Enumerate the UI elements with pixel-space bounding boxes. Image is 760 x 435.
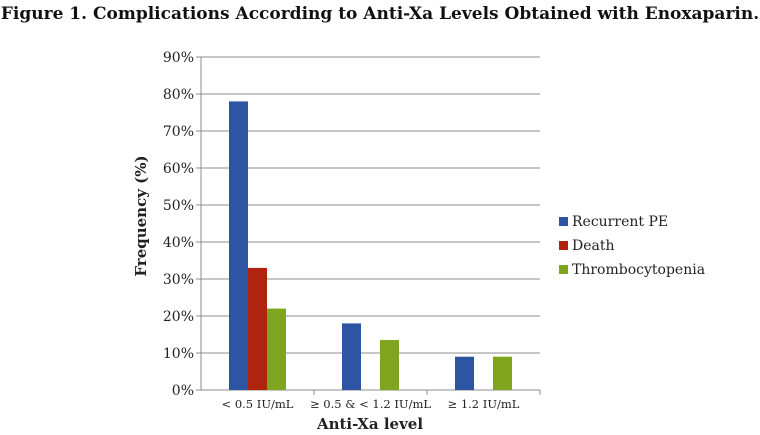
y-axis-label: Frequency (%) — [132, 155, 150, 276]
bar — [342, 323, 361, 390]
y-tick-label: 30% — [163, 272, 194, 288]
legend-label: Death — [572, 238, 615, 254]
bar — [455, 356, 474, 390]
gridlines — [201, 56, 540, 354]
bar — [267, 308, 286, 390]
y-tick-label: 0% — [172, 383, 194, 399]
legend-swatch — [559, 217, 568, 226]
y-tick-label: 90% — [163, 50, 194, 66]
x-tick-label: < 0.5 IU/mL — [222, 397, 294, 411]
y-tick-label: 80% — [163, 87, 194, 103]
y-tick-label: 40% — [163, 235, 194, 251]
y-tick-label: 50% — [163, 198, 194, 214]
legend-label: Thrombocytopenia — [572, 262, 705, 278]
bars — [229, 101, 512, 391]
x-tick-label: ≥ 1.2 IU/mL — [448, 397, 520, 411]
y-tick-label: 20% — [163, 309, 194, 325]
bar — [380, 340, 399, 390]
y-tick-label: 60% — [163, 161, 194, 177]
bar — [248, 267, 267, 390]
legend-swatch — [559, 265, 568, 274]
x-axis-label: Anti-Xa level — [316, 415, 423, 433]
y-tick-label: 70% — [163, 124, 194, 140]
legend: Recurrent PE Death Thrombocytopenia — [559, 214, 705, 278]
bar — [493, 356, 512, 390]
legend-swatch — [559, 241, 568, 250]
y-tick-label: 10% — [163, 346, 194, 362]
legend-label: Recurrent PE — [572, 214, 668, 230]
bar — [229, 101, 248, 391]
x-tick-label: ≥ 0.5 & < 1.2 IU/mL — [310, 397, 431, 411]
axes: 0% 10% 20% 30% 40% 50% 60% 70% 80% 90% < 0.5 IU/mL… — [163, 50, 541, 411]
chart-title: Figure 1. Complications According to Ant… — [0, 4, 760, 24]
